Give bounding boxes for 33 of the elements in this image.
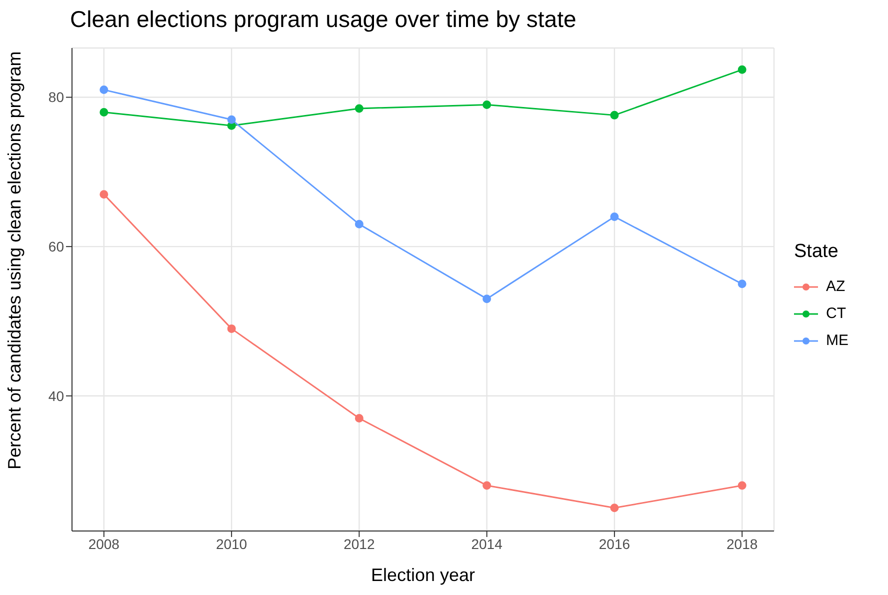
y-tick-label: 40 bbox=[48, 388, 64, 404]
point bbox=[738, 481, 746, 490]
chart-title: Clean elections program usage over time by state bbox=[70, 6, 576, 33]
y-axis-title: Percent of candidates using clean elections program bbox=[4, 51, 24, 470]
x-tick-label: 2014 bbox=[471, 536, 503, 552]
x-tick-label: 2010 bbox=[216, 536, 248, 552]
y-tick-label: 60 bbox=[48, 238, 64, 255]
legend-label: CT bbox=[826, 305, 846, 322]
x-tick-label: 2008 bbox=[88, 536, 120, 552]
point bbox=[482, 481, 492, 490]
legend-label: ME bbox=[826, 332, 848, 349]
point bbox=[738, 280, 746, 288]
y-tick-label: 80 bbox=[48, 89, 64, 106]
point bbox=[354, 220, 364, 228]
point bbox=[610, 110, 619, 120]
legend-label: AZ bbox=[826, 278, 846, 295]
point bbox=[738, 65, 746, 74]
point bbox=[482, 294, 492, 304]
point bbox=[227, 115, 236, 124]
point bbox=[100, 108, 108, 116]
point bbox=[482, 100, 492, 109]
point bbox=[354, 104, 364, 113]
point bbox=[100, 190, 108, 199]
x-axis-title: Election year bbox=[370, 565, 476, 585]
legend-title: State bbox=[794, 241, 840, 263]
x-tick-label: 2016 bbox=[598, 536, 630, 552]
point bbox=[100, 86, 108, 94]
point bbox=[610, 504, 619, 512]
x-tick-label: 2018 bbox=[726, 536, 758, 552]
point bbox=[227, 324, 236, 333]
point bbox=[610, 212, 619, 221]
x-tick-label: 2012 bbox=[344, 536, 375, 552]
point bbox=[354, 414, 364, 423]
